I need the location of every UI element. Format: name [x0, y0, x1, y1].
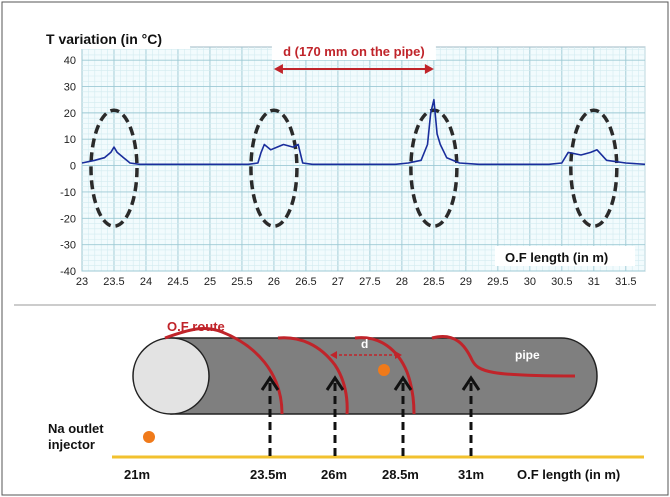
x-tick-label: 29	[460, 276, 472, 288]
highlight-ellipse	[249, 108, 299, 228]
x-axis-label: O.F length (in m)	[505, 250, 608, 265]
x-tick-label: 23	[76, 276, 88, 288]
y-tick-label: -40	[60, 266, 76, 278]
x-tick-label: 26	[268, 276, 280, 288]
injector-label-line1: Na outlet	[48, 421, 104, 436]
x-tick-label: 29.5	[487, 276, 508, 288]
arrow-head-23-5	[260, 375, 280, 391]
injector-marker	[143, 431, 155, 443]
pipe-end-cap	[132, 337, 210, 415]
x-tick-label: 24	[140, 276, 152, 288]
distance-arrow-left-head	[273, 64, 283, 74]
fiber-route	[164, 326, 576, 415]
x-axis-label-background	[495, 246, 635, 266]
distance-arrow-right-head	[424, 64, 434, 74]
temperature-chart: -40 -30 -20 -10 0 10 20 30 40 23 23.5 24 24.5 25 25.5…	[40, 29, 646, 288]
x-tick-label: 23.5	[103, 276, 124, 288]
y-tick-label: 40	[64, 55, 76, 67]
d-label: d	[361, 337, 368, 351]
pipe-label: pipe	[515, 348, 540, 362]
y-tick-label: -20	[60, 213, 76, 225]
distance-label-background	[271, 43, 436, 60]
x-tick-label: 28.5	[423, 276, 444, 288]
x-tick-labels: 23 23.5 24 24.5 25 25.5 26 26.5 27 27.5 28 28.5 29 29…	[76, 276, 637, 288]
highlight-ellipse	[409, 108, 459, 228]
x-tick-label: 27	[332, 276, 344, 288]
y-tick-labels: -40 -30 -20 -10 0 10 20 30 40	[60, 55, 76, 278]
highlight-ellipse	[569, 108, 619, 228]
position-arrow-heads	[260, 375, 481, 391]
injector-label-line2: injector	[48, 437, 95, 452]
distance-annotation: d (170 mm on the pipe)	[271, 43, 436, 74]
y-axis-label-background	[40, 29, 190, 49]
x-tick-label: 31	[588, 276, 600, 288]
arrow-head-28-5	[393, 375, 413, 391]
fiber-route-label: O.F route	[167, 319, 225, 334]
arrow-head-31	[461, 375, 481, 391]
d-arrow-left-head	[330, 351, 337, 359]
x-tick-label: 25.5	[231, 276, 252, 288]
pipe-diagram: O.F route pipe d Na outlet injector 21m	[48, 319, 644, 482]
x-tick-label: 26.5	[295, 276, 316, 288]
y-axis-label: T variation (in °C)	[46, 31, 162, 47]
x-tick-label: 25	[204, 276, 216, 288]
grid	[81, 47, 646, 272]
route-curve-2	[277, 336, 349, 415]
highlight-ellipse	[89, 108, 139, 228]
y-tick-label: 0	[70, 161, 76, 173]
position-label-26m: 26m	[321, 467, 347, 482]
position-label-21m: 21m	[124, 467, 150, 482]
d-arrow-right-head	[395, 351, 402, 359]
x-tick-label: 27.5	[359, 276, 380, 288]
highlight-ellipses	[89, 108, 619, 228]
temperature-series-line	[81, 98, 646, 166]
y-tick-label: -30	[60, 240, 76, 252]
position-label-31m: 31m	[458, 467, 484, 482]
route-curve-1	[164, 326, 284, 415]
y-tick-label: 30	[64, 82, 76, 94]
route-curve-4	[431, 335, 576, 378]
x-tick-label: 24.5	[167, 276, 188, 288]
y-tick-label: 20	[64, 108, 76, 120]
x-tick-label: 30.5	[551, 276, 572, 288]
x-tick-label: 30	[524, 276, 536, 288]
y-tick-label: -10	[60, 187, 76, 199]
na-outlet-marker	[378, 364, 390, 376]
baseline-axis-label: O.F length (in m)	[517, 467, 620, 482]
distance-label: d (170 mm on the pipe)	[283, 44, 425, 59]
x-tick-label: 28	[396, 276, 408, 288]
arrow-head-26	[325, 375, 345, 391]
position-label-28-5m: 28.5m	[382, 467, 419, 482]
position-label-23-5m: 23.5m	[250, 467, 287, 482]
x-tick-label: 31.5	[615, 276, 636, 288]
y-tick-label: 10	[64, 134, 76, 146]
route-curve-3	[354, 336, 416, 415]
